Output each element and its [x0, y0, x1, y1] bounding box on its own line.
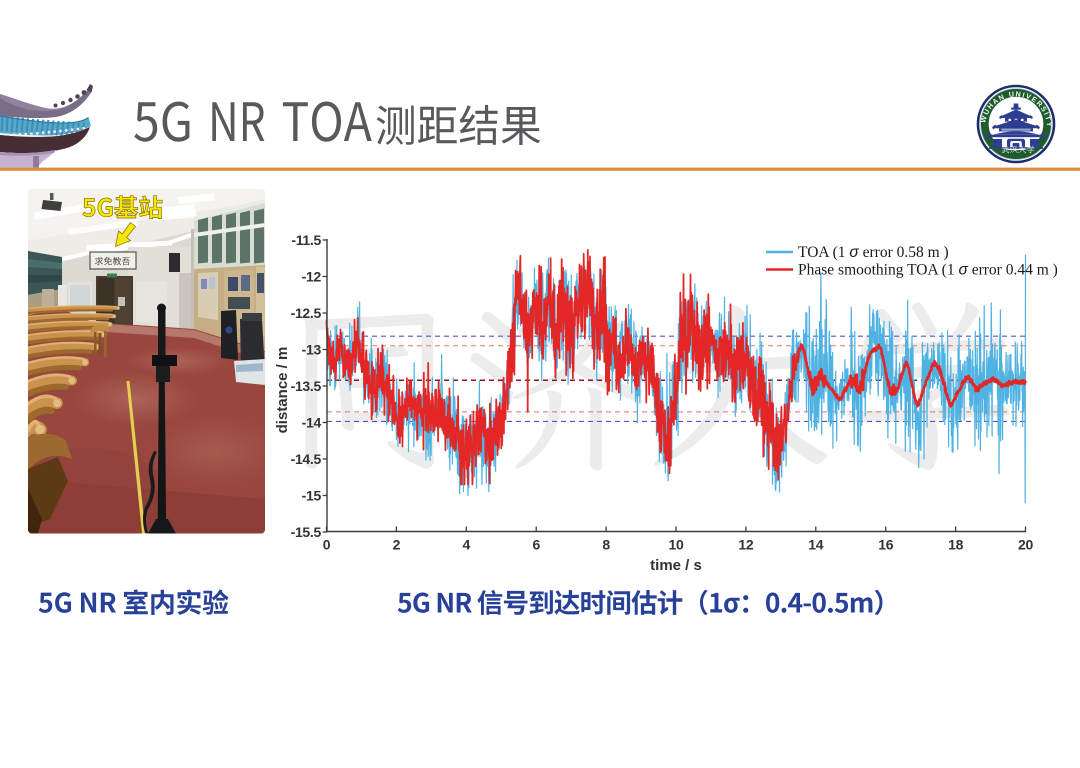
svg-text:2: 2: [393, 536, 401, 552]
svg-text:8: 8: [602, 536, 610, 552]
svg-text:12: 12: [738, 536, 753, 552]
svg-text:18: 18: [948, 536, 963, 552]
svg-text:-15.5: -15.5: [291, 524, 322, 540]
svg-text:-11.5: -11.5: [291, 232, 321, 248]
svg-text:TOA (1 σ error 0.58 m ): TOA (1 σ error 0.58 m ): [798, 244, 949, 261]
svg-text:distance / m: distance / m: [274, 347, 291, 434]
svg-text:4: 4: [463, 536, 471, 552]
svg-text:-13.5: -13.5: [291, 378, 322, 394]
svg-text:-14.5: -14.5: [291, 451, 322, 467]
svg-text:-12: -12: [302, 268, 322, 284]
svg-text:-15: -15: [302, 487, 322, 503]
svg-text:-13: -13: [302, 341, 322, 357]
svg-text:6: 6: [532, 536, 540, 552]
svg-text:time / s: time / s: [650, 557, 702, 574]
svg-text:10: 10: [669, 536, 684, 552]
svg-text:-12.5: -12.5: [291, 305, 322, 321]
svg-text:20: 20: [1018, 536, 1033, 552]
svg-text:0: 0: [323, 536, 331, 552]
svg-text:Phase smoothing TOA (1 σ error: Phase smoothing TOA (1 σ error 0.44 m ): [798, 262, 1058, 279]
svg-text:1893: 1893: [1010, 152, 1021, 158]
svg-text:16: 16: [878, 536, 893, 552]
svg-text:14: 14: [808, 536, 823, 552]
svg-text:-14: -14: [302, 414, 322, 430]
